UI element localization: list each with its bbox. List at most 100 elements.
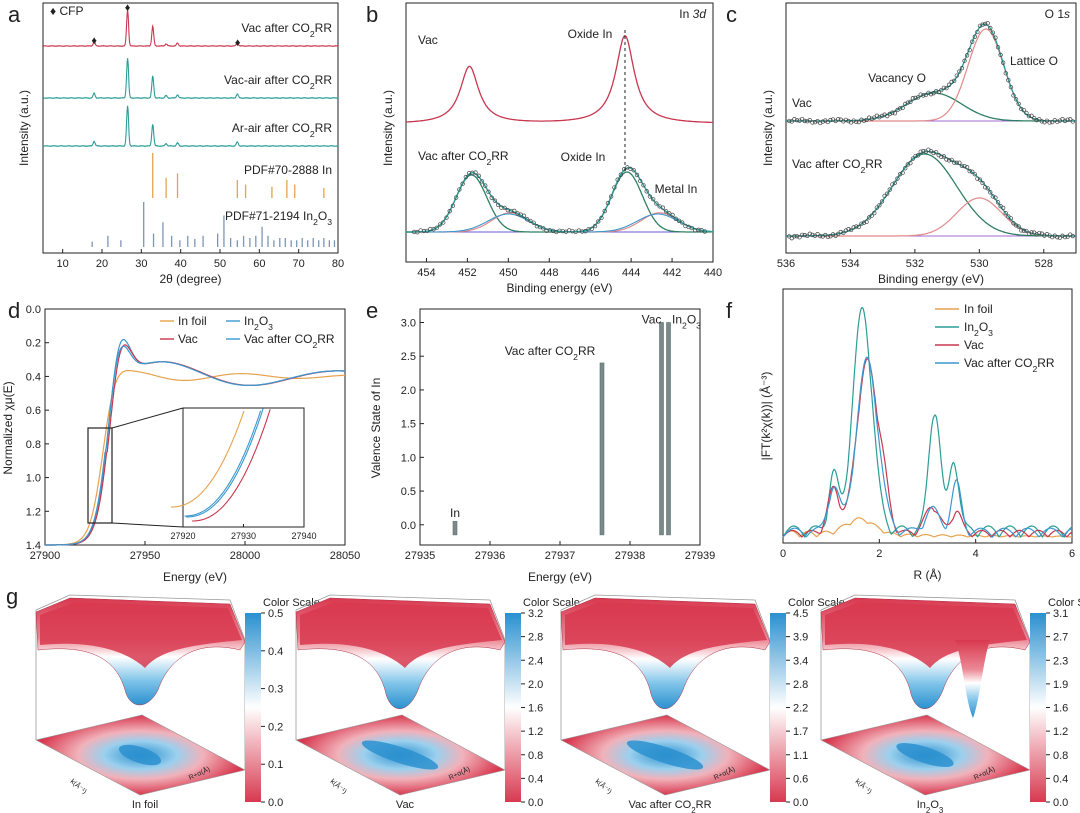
o1s-after-data-point bbox=[954, 160, 959, 165]
o1s-vac-data-point bbox=[934, 88, 939, 94]
o1s-after-data-point bbox=[882, 193, 887, 199]
exafs-legend-label-1: In2O3 bbox=[964, 320, 993, 338]
xrd-x-tick-label: 40 bbox=[175, 258, 187, 270]
in3d-oxide-component bbox=[406, 171, 713, 233]
reference-label-0: PDF#70-2888 In bbox=[244, 163, 332, 177]
colorbar-tick-label: 0.2 bbox=[268, 721, 283, 733]
o1s-vac-data-point bbox=[851, 118, 856, 123]
o1s-after-data-point bbox=[802, 233, 807, 238]
exafs-x-tick-label: 2 bbox=[876, 548, 882, 560]
o1s-after-data-point bbox=[1060, 233, 1065, 238]
xrd-series-label-0: Vac after CO2RR bbox=[241, 21, 332, 39]
xrd-series-label-2: Ar-air after CO2RR bbox=[232, 121, 332, 139]
wavelet-sample-label-2: Vac after CO2RR bbox=[628, 799, 711, 813]
in3d-data-point bbox=[579, 229, 585, 234]
o1s-vac-data-point bbox=[864, 117, 869, 123]
colorbar-tick-label: 0.4 bbox=[1053, 773, 1068, 785]
colorbar-tick-label: 2.0 bbox=[528, 679, 543, 691]
wavelet-floor-peak bbox=[626, 740, 704, 770]
o1s-vac-data-point bbox=[869, 116, 874, 121]
o1s-x-tick-label: 528 bbox=[1035, 258, 1053, 270]
xrd-series-label-1: Vac-air after CO2RR bbox=[224, 73, 332, 91]
xanes-zoom-connector bbox=[111, 522, 184, 528]
o1s-after-data-point bbox=[861, 220, 867, 225]
wavelet-surface-top bbox=[300, 602, 502, 668]
colorbar-tick-label: 1.9 bbox=[1053, 679, 1068, 691]
colorbar-tick-label: 1.2 bbox=[528, 726, 543, 738]
in3d-data-point bbox=[434, 225, 439, 230]
o1s-after-data-point bbox=[872, 210, 877, 216]
o1s-vac-data-point bbox=[859, 117, 864, 122]
in3d-data-point bbox=[618, 172, 624, 177]
colorbar-tick-label: 2.4 bbox=[528, 655, 543, 667]
in3d-data-point bbox=[521, 213, 527, 218]
o1s-x-tick-label: 534 bbox=[841, 258, 859, 270]
o1s-after-data-point bbox=[1019, 228, 1024, 233]
o1s-vac-data-point bbox=[843, 117, 849, 123]
wavelet-sample-label-1: Vac bbox=[396, 799, 415, 811]
o1s-vac-data-point bbox=[990, 30, 996, 35]
o1s-after-data-point bbox=[949, 157, 954, 162]
wavelet-k-axis-label: k(Å⁻¹) bbox=[69, 777, 89, 796]
in3d-data-point bbox=[599, 215, 604, 221]
in3d-title: In 3d bbox=[679, 7, 706, 21]
in3d-data-point bbox=[660, 205, 665, 210]
xanes-y-tick-label: 1.4 bbox=[26, 540, 41, 552]
o1s-after-data-point bbox=[982, 185, 988, 190]
o1s-after-data-point bbox=[900, 170, 905, 175]
in3d-plot-frame bbox=[405, 2, 714, 263]
o1s-after-data-point bbox=[864, 219, 869, 224]
o1s-vac-data-point bbox=[794, 118, 800, 123]
o1s-after-data-point bbox=[985, 186, 990, 191]
o1s-vac-data-point bbox=[954, 73, 959, 78]
o1s-vac-data-point bbox=[828, 117, 833, 123]
xanes-inset-series-1 bbox=[186, 408, 264, 518]
panel-label-c: c bbox=[726, 2, 737, 27]
o1s-after-data-point bbox=[1070, 233, 1075, 239]
o1s-after-data-point bbox=[825, 234, 831, 240]
in3d-data-point bbox=[486, 189, 491, 194]
valence-y-tick-label: 0.5 bbox=[401, 486, 416, 498]
exafs-plot-frame bbox=[782, 288, 1073, 544]
valence-x-tick-label: 27936 bbox=[475, 550, 506, 562]
in3d-x-tick-label: 440 bbox=[704, 267, 722, 279]
wavelet-surface-secondary bbox=[955, 640, 990, 718]
in3d-data-point bbox=[609, 194, 614, 199]
valence-bar-label-0: In bbox=[450, 506, 460, 520]
in3d-data-point bbox=[499, 205, 504, 210]
o1s-vac-data-point bbox=[1047, 120, 1052, 125]
xrd-series-1 bbox=[42, 58, 339, 100]
o1s-vac-data-point bbox=[908, 99, 913, 104]
colorbar-tick-label: 1.6 bbox=[528, 703, 543, 715]
in3d-data-point bbox=[466, 170, 472, 176]
in3d-data-point bbox=[528, 218, 533, 224]
in3d-data-point bbox=[489, 195, 494, 200]
o1s-after-data-point bbox=[851, 225, 856, 230]
exafs-legend-label-0: In foil bbox=[964, 302, 993, 316]
o1s-after-data-point bbox=[903, 166, 908, 171]
o1s-vac-data-point bbox=[1003, 71, 1008, 76]
xrd-x-tick-label: 80 bbox=[332, 258, 344, 270]
o1s-after-data-point bbox=[1029, 230, 1034, 235]
colorbar bbox=[505, 613, 521, 802]
o1s-vac-data-point bbox=[941, 85, 947, 91]
panel-label-a: a bbox=[8, 2, 21, 27]
in3d-data-point bbox=[673, 216, 678, 221]
cfp-marker-1: ♦ bbox=[125, 2, 131, 14]
o1s-vac-data-point bbox=[975, 29, 980, 35]
panel-label-b: b bbox=[366, 2, 378, 27]
o1s-vac-data-point bbox=[995, 45, 1001, 50]
o1s-after-data-point bbox=[1026, 231, 1032, 236]
o1s-vac-data-point bbox=[998, 52, 1003, 58]
o1s-x-tick-label: 532 bbox=[906, 258, 924, 270]
o1s-after-data-point bbox=[931, 150, 936, 156]
o1s-vac-data-point bbox=[812, 119, 818, 125]
o1s-vac-data-point bbox=[980, 22, 985, 27]
o1s-after-data-point bbox=[918, 149, 923, 154]
in3d-data-point bbox=[615, 177, 620, 182]
colorbar-tick-label: 2.3 bbox=[1053, 655, 1068, 667]
o1s-vac-data-point bbox=[915, 95, 921, 100]
in3d-x-tick-label: 446 bbox=[581, 267, 599, 279]
o1s-vac-data-point bbox=[949, 79, 954, 85]
o1s-after-data-point bbox=[874, 205, 880, 210]
